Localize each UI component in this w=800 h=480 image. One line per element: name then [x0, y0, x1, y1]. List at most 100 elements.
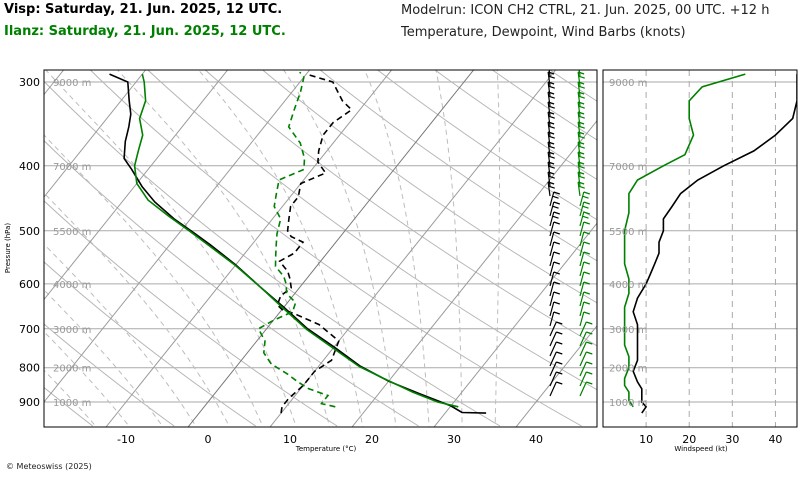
ilanz-wind-barb — [579, 291, 590, 307]
isotherm — [351, 119, 597, 427]
ilanz-wind-barb — [579, 221, 590, 237]
visp-wind-barb — [549, 261, 560, 277]
visp-wind-barb — [548, 70, 551, 77]
isotherm — [44, 70, 228, 301]
ilanz-wind-barb — [579, 381, 593, 397]
visp-wind-barb — [549, 341, 563, 357]
ilanz-wind-barb — [579, 261, 590, 277]
ilanz-temperature-line — [133, 73, 459, 408]
ilanz-wind-barb — [579, 321, 593, 337]
windspeed-frame — [602, 69, 798, 428]
y-axis-title: Pressure (hPa) — [4, 223, 12, 273]
height-label: 2000 m — [53, 364, 91, 375]
moist-adiabat — [364, 70, 430, 427]
visp-wind-barb — [549, 251, 560, 267]
height-label: 4000 m — [53, 280, 91, 291]
station1-title: Visp: Saturday, 21. Jun. 2025, 12 UTC. — [4, 2, 283, 17]
temperature-tick-label: 10 — [283, 433, 297, 446]
dry-adiabat — [44, 323, 175, 427]
isotherm — [433, 222, 597, 427]
pressure-tick-label: 700 — [19, 323, 40, 336]
dry-adiabat — [434, 70, 597, 181]
isotherm — [105, 70, 392, 427]
temperature-tick-label: 0 — [205, 433, 212, 446]
isotherm — [44, 70, 146, 198]
ilanz-wind-barb — [579, 211, 590, 227]
pressure-tick-label: 500 — [19, 225, 40, 238]
moist-adiabat — [44, 243, 197, 427]
visp-wind-barb — [549, 211, 560, 227]
ilanz-wind-barb — [579, 201, 590, 217]
height-label: 9000 m — [53, 78, 91, 89]
wind-height-label: 2000 m — [609, 364, 647, 375]
visp-wind-barb — [549, 291, 560, 307]
windspeed-tick-label: 30 — [725, 433, 739, 446]
variables-info: Temperature, Dewpoint, Wind Barbs (knots… — [401, 25, 686, 40]
visp-wind-barb — [549, 371, 563, 387]
moist-adiabat — [435, 70, 463, 427]
wind-height-label: 3000 m — [609, 325, 647, 336]
ilanz-wind-barb — [579, 241, 590, 257]
temperature-tick-label: 30 — [447, 433, 461, 446]
moist-adiabat — [44, 369, 98, 427]
moist-adiabat — [283, 70, 397, 427]
dry-adiabat — [44, 140, 419, 427]
x-axis-title: Temperature (°C) — [295, 445, 357, 453]
moist-adiabat — [44, 134, 264, 427]
visp-wind-barb — [549, 361, 563, 377]
dry-adiabat — [44, 261, 256, 427]
ilanz-dewpoint-line — [257, 71, 336, 408]
temperature-tick-label: -10 — [117, 433, 135, 446]
wind-height-label: 7000 m — [609, 162, 647, 173]
ilanz-wind-barb — [579, 191, 590, 207]
dry-adiabat — [204, 70, 597, 347]
dry-adiabat — [44, 80, 501, 427]
ilanz-wind-barb — [579, 301, 590, 317]
pressure-tick-label: 900 — [19, 396, 40, 409]
visp-wind-barb — [549, 201, 560, 217]
dry-adiabat — [492, 70, 597, 141]
moist-adiabat — [197, 70, 364, 427]
pressure-tick-label: 400 — [19, 160, 40, 173]
height-label: 1000 m — [53, 398, 91, 409]
moist-adiabat — [44, 289, 164, 427]
ilanz-wind-barb — [579, 331, 593, 347]
dry-adiabat — [90, 70, 582, 427]
visp-windspeed-line — [632, 74, 797, 414]
ilanz-wind-barb — [579, 311, 590, 327]
ilanz-wind-barb — [579, 371, 593, 387]
ilanz-wind-barb — [578, 70, 581, 77]
windspeed-tick-label: 40 — [768, 433, 782, 446]
visp-wind-barb — [549, 381, 563, 397]
ilanz-wind-barb — [579, 351, 593, 367]
wind-height-label: 4000 m — [609, 280, 647, 291]
copyright: © Meteoswiss (2025) — [6, 462, 92, 471]
height-label: 5500 m — [53, 227, 91, 238]
wind-height-label: 9000 m — [609, 78, 647, 89]
visp-wind-barb — [549, 231, 560, 247]
height-label: 7000 m — [53, 162, 91, 173]
visp-dewpoint-line — [276, 73, 353, 414]
visp-wind-barb — [549, 221, 560, 237]
isotherm — [269, 70, 556, 427]
isotherm — [44, 70, 310, 403]
skewt-frame — [43, 69, 598, 428]
visp-wind-barb — [549, 191, 560, 207]
visp-wind-barb — [549, 311, 560, 327]
isotherm — [187, 70, 474, 427]
moist-adiabat — [44, 192, 231, 427]
dry-adiabat — [319, 70, 597, 262]
ilanz-windspeed-line — [623, 73, 746, 408]
windspeed-axis-title: Windspeed (kt) — [674, 445, 727, 453]
height-label: 3000 m — [53, 325, 91, 336]
isotherm — [515, 324, 597, 427]
dry-adiabat — [262, 70, 597, 304]
visp-wind-barb — [549, 321, 563, 337]
temperature-tick-label: 20 — [365, 433, 379, 446]
visp-wind-barb — [549, 331, 563, 347]
visp-wind-barb — [549, 351, 563, 367]
ilanz-wind-barb — [579, 231, 590, 247]
pressure-tick-label: 600 — [19, 278, 40, 291]
wind-height-label: 1000 m — [609, 398, 647, 409]
